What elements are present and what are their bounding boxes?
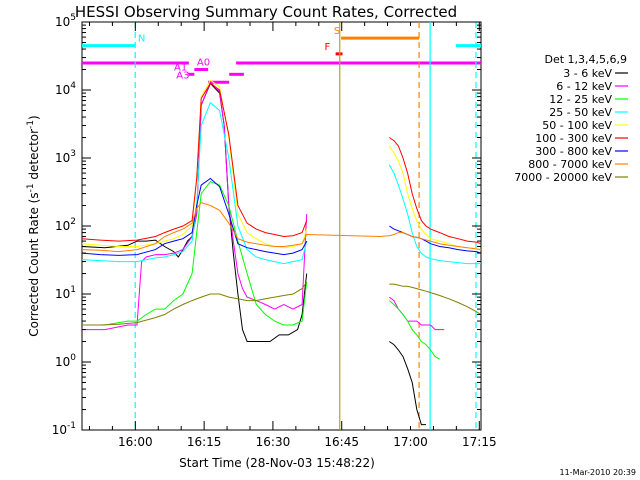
legend-entry-label: 7000 - 20000 keV (514, 171, 612, 184)
annotation-label: F (324, 42, 330, 53)
series-line (82, 281, 308, 326)
series-line (82, 181, 308, 326)
y-tick-label: 101 (55, 285, 76, 301)
legend-entry-label: 300 - 800 keV (535, 145, 612, 158)
y-ticks: 10-1 100 101 102 103 104 105 (52, 13, 481, 437)
x-axis-label: Start Time (28-Nov-03 15:48:22) (179, 456, 375, 470)
series-line (81, 82, 308, 242)
series-line (389, 225, 482, 254)
y-axis-label-mid: detector (27, 129, 41, 184)
legend-entry-label: 800 - 7000 keV (528, 158, 612, 171)
legend-entry-label: 3 - 6 keV (563, 67, 612, 80)
plot-frame (81, 21, 482, 431)
series-line (81, 101, 308, 265)
series-line (388, 300, 440, 360)
x-tick-label: 16:15 (187, 435, 222, 449)
annotation-label: S (334, 26, 340, 37)
y-axis-label-sup1: -1 (26, 183, 36, 192)
legend-entry-label: 6 - 12 keV (556, 80, 612, 93)
series-line (388, 296, 445, 331)
vlines-layer (134, 22, 477, 430)
legend-entry-label: 100 - 300 keV (535, 132, 612, 145)
y-axis-label-main: Corrected Count Rate (s (27, 192, 41, 336)
series-layer (81, 79, 482, 426)
x-tick-label: 16:00 (118, 435, 153, 449)
y-tick-label: 102 (55, 217, 76, 233)
y-tick-label: 100 (55, 353, 76, 369)
y-tick-label: 104 (55, 81, 76, 97)
x-tick-label: 16:45 (324, 435, 359, 449)
y-axis-label-end: ) (27, 115, 41, 120)
y-tick-label: 105 (55, 13, 76, 29)
x-tick-label: 16:30 (256, 435, 291, 449)
legend-title: Det 1,3,4,5,6,9 (544, 53, 627, 66)
series-line (389, 137, 482, 245)
series-line (81, 82, 308, 342)
legend-entry-label: 25 - 50 keV (549, 106, 612, 119)
y-tick-label: 103 (55, 149, 76, 165)
legend-entry-label: 12 - 25 keV (549, 93, 612, 106)
series-line (81, 177, 308, 256)
x-ticks: 16:00 16:15 16:30 16:45 17:00 17:15 (88, 22, 497, 449)
annotation-label: A0 (197, 58, 210, 69)
x-tick-label: 17:00 (393, 435, 428, 449)
series-line (389, 341, 426, 426)
legend-entry-label: 50 - 100 keV (542, 119, 612, 132)
y-axis-label: Corrected Count Rate (s-1 detector-1) (26, 115, 41, 336)
annotation-label: A1 (174, 62, 187, 73)
series-line (388, 164, 481, 265)
annotation-label: A3 (176, 70, 189, 81)
timestamp: 11-Mar-2010 20:39 (560, 468, 637, 477)
y-axis-label-sup2: -1 (26, 120, 36, 129)
series-line (81, 202, 482, 253)
x-tick-label: 17:15 (462, 435, 497, 449)
series-line (389, 283, 482, 315)
annotation-label: N (138, 34, 145, 45)
y-tick-label: 10-1 (52, 421, 76, 437)
chart-title: HESSI Observing Summary Count Rates, Cor… (75, 3, 457, 21)
